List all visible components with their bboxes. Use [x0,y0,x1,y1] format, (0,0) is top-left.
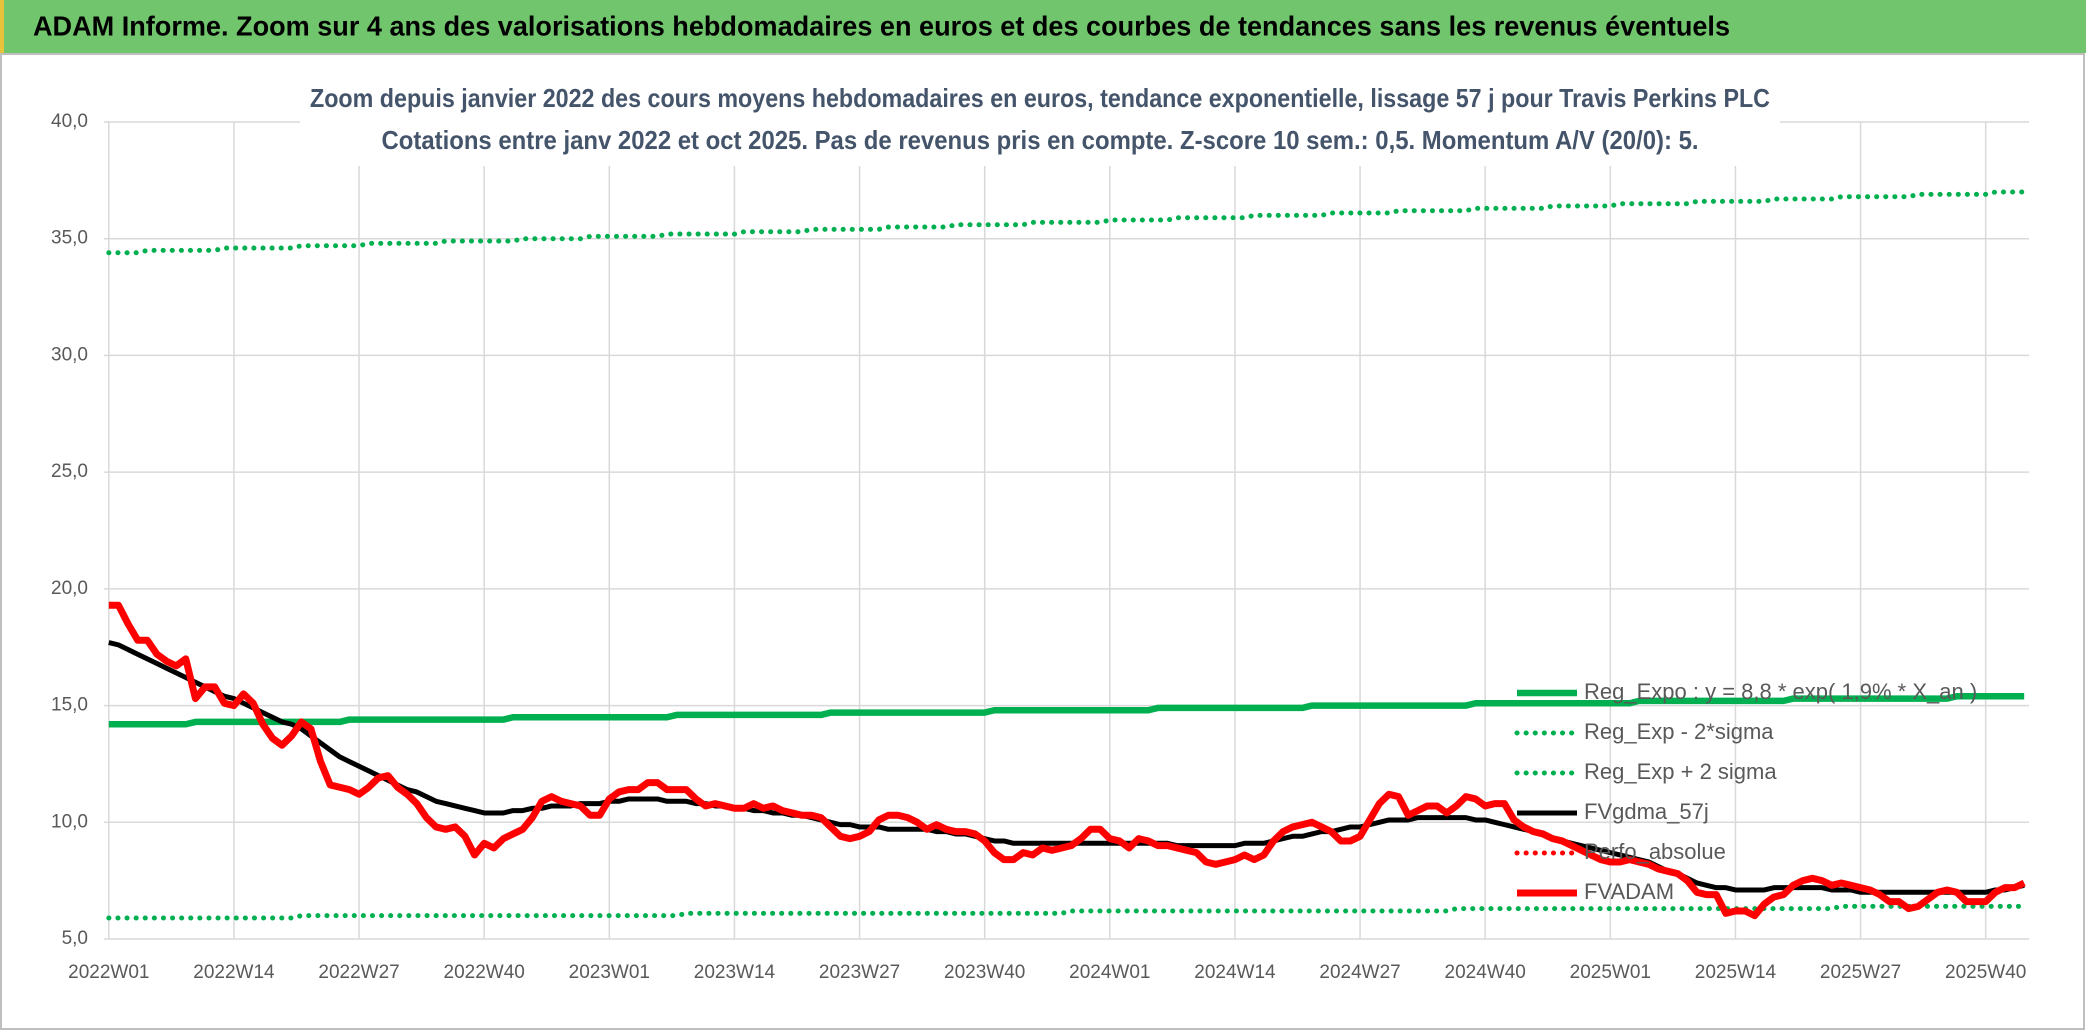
y-tick-label: 30,0 [51,344,88,365]
x-tick-label: 2022W40 [444,962,525,983]
title-background [300,80,1780,166]
y-tick-label: 5,0 [62,928,88,949]
x-tick-label: 2023W01 [569,962,650,983]
x-tick-label: 2025W01 [1570,962,1651,983]
x-tick-label: 2024W14 [1194,962,1276,983]
x-tick-label: 2024W40 [1445,962,1526,983]
x-tick-label: 2023W40 [944,962,1025,983]
chart-subtitle: Cotations entre janv 2022 et oct 2025. P… [382,125,1699,155]
chart-frame [0,53,2085,1030]
legend-label: FVADAM [1584,879,1674,904]
x-tick-label: 2022W27 [318,962,399,983]
series-line [106,189,2027,256]
x-tick-label: 2022W01 [68,962,149,983]
legend-label: Reg_Exp - 2*sigma [1584,719,1774,744]
legend-label: Perfo_absolue [1584,839,1726,864]
y-tick-label: 25,0 [51,461,88,482]
x-tick-label: 2025W27 [1820,962,1901,983]
header-title: ADAM Informe. Zoom sur 4 ans des valoris… [33,10,1730,41]
legend-label: Reg_Expo : y = 8,8 * exp( 1,9% * X_an ) [1584,679,1977,704]
x-tick-label: 2025W40 [1945,962,2026,983]
y-tick-label: 35,0 [51,228,88,249]
chart-title: Zoom depuis janvier 2022 des cours moyen… [310,83,1770,113]
series-line [108,692,2025,728]
x-tick-label: 2023W14 [694,962,776,983]
legend-label: Reg_Exp + 2 sigma [1584,759,1777,784]
plot-area: 5,0 10,0 15,0 20,0 25,0 30,0 35,0 40,0 2022W01 20… [51,111,2029,983]
x-tick-label: 2023W27 [819,962,900,983]
legend-label: FVgdma_57j [1584,799,1709,824]
y-tick-label: 10,0 [51,811,88,832]
x-tick-label: 2024W01 [1069,962,1150,983]
y-tick-label: 40,0 [51,111,88,132]
header-edge [0,0,4,53]
legend: Reg_Expo : y = 8,8 * exp( 1,9% * X_an ) R… [1514,679,1977,904]
y-tick-label: 15,0 [51,695,88,716]
x-tick-label: 2024W27 [1319,962,1400,983]
series-line [106,903,2027,921]
y-tick-label: 20,0 [51,578,88,599]
x-tick-label: 2022W14 [193,962,275,983]
series-line [108,601,2026,920]
header-bar [0,0,2086,53]
x-tick-label: 2025W14 [1695,962,1777,983]
